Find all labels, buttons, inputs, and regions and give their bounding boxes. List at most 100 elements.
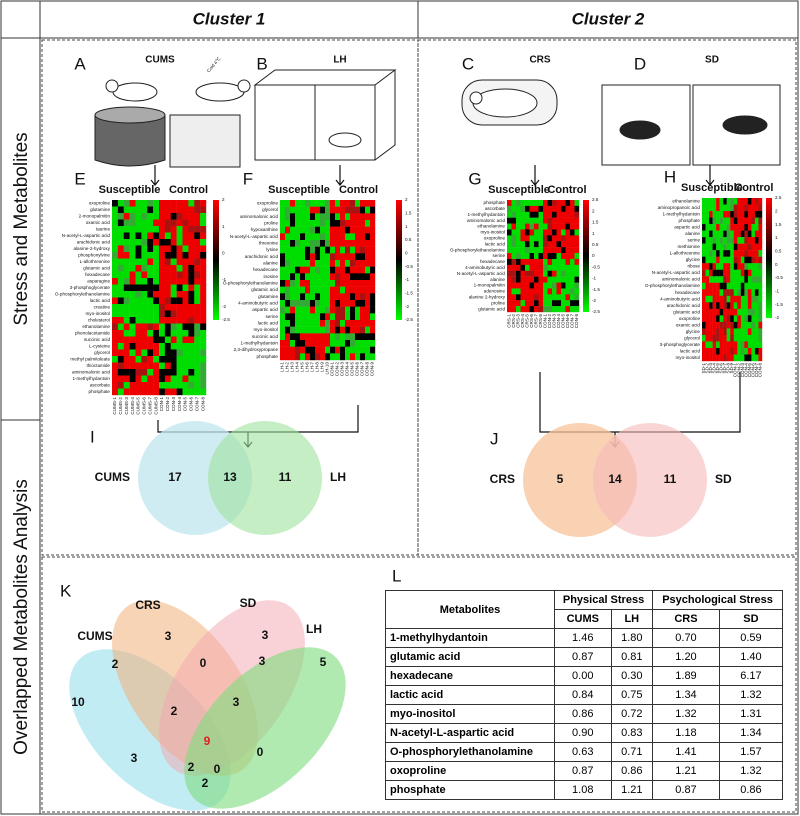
heatmap-cell [159, 213, 166, 220]
heatmap-cell [305, 260, 311, 267]
heatmap-cell [543, 282, 548, 289]
heatmap-cell [182, 213, 189, 220]
heatmap-cell [716, 211, 720, 218]
heatmap-cell [285, 260, 291, 267]
heatmap-cell [561, 300, 566, 307]
heatmap-cell [565, 247, 571, 254]
heatmap-cell [345, 246, 351, 254]
heatmap-cell [737, 347, 742, 355]
heatmap-cell [511, 306, 517, 313]
heatmap-cell [747, 256, 752, 264]
side-label: Overlapped Metabolites Analysis [11, 479, 32, 755]
heatmap-cell [507, 205, 512, 212]
heatmap-cell [280, 246, 286, 254]
heatmap-cell [117, 349, 124, 357]
table-cell: hexadecane [385, 666, 555, 686]
heatmap-cell [370, 266, 376, 274]
heatmap-cell [744, 276, 749, 283]
heatmap-cell [520, 253, 526, 260]
heatmap-cell [556, 217, 562, 224]
heatmap-cell [516, 282, 521, 289]
heatmap-cell [547, 247, 553, 254]
heatmap-cell [511, 270, 517, 277]
heatmap-cell [744, 315, 749, 323]
heatmap-cell [117, 362, 124, 370]
heatmap-cell [565, 270, 571, 277]
heatmap-cell [709, 282, 713, 290]
table-row: oxoproline 0.87 0.86 1.21 1.32 [385, 761, 784, 781]
heatmap-cell [723, 217, 727, 225]
heatmap-cell [129, 310, 136, 318]
heatmap-cell [719, 211, 724, 218]
heatmap-cell [325, 340, 331, 347]
heatmap-cell [129, 265, 136, 272]
heatmap-cell [135, 200, 142, 207]
heatmap-cell [355, 273, 361, 281]
heatmap-cell [719, 256, 724, 264]
heatmap-cell [295, 340, 301, 347]
heatmap-cell [315, 200, 321, 207]
heatmap-cell [705, 321, 710, 329]
row-label: threonine [259, 241, 279, 246]
heatmap-cell [123, 362, 130, 370]
heatmap-cell [141, 343, 148, 350]
venn-count: 17 [168, 470, 182, 484]
heatmap-cell [350, 240, 356, 247]
column-label: CUMS-7 [147, 397, 152, 415]
heatmap-cell [733, 289, 738, 296]
heatmap-cell [747, 302, 752, 310]
heatmap-cell [370, 346, 376, 354]
heatmap-cell [129, 252, 136, 259]
heatmap-cell [737, 211, 742, 218]
heatmap-cell [147, 317, 154, 324]
heatmap-cell [712, 237, 717, 244]
heatmap-cell [153, 200, 160, 207]
heatmap-cell [705, 295, 710, 303]
heatmap-cell [747, 269, 752, 277]
heatmap-cell [315, 266, 321, 274]
heatmap-cell [556, 241, 562, 248]
heatmap-cell [511, 211, 517, 218]
heatmap-cell [300, 313, 306, 321]
heatmap-cell [754, 347, 759, 355]
heatmap-cell [716, 230, 720, 238]
heatmap-cell [295, 286, 301, 294]
heatmap-cell [159, 343, 166, 350]
heatmap-cell [511, 223, 517, 230]
heatmap-cell [709, 198, 713, 205]
heatmap-cell [758, 256, 763, 264]
heatmap-cell [117, 330, 124, 337]
heatmap-cell [716, 198, 720, 205]
heatmap-cell [737, 217, 742, 225]
heatmap-cell [740, 224, 745, 231]
heatmap-cell [330, 313, 336, 321]
heatmap-cell [538, 217, 544, 224]
heatmap-cell [758, 334, 763, 342]
color-bar-label: -2.5 [222, 317, 230, 322]
heatmap-cell [534, 241, 539, 248]
heatmap-cell [561, 241, 566, 248]
heatmap-cell [740, 302, 745, 310]
heatmap-cell [159, 284, 166, 292]
heatmap-cell [129, 271, 136, 279]
heatmap-cell [300, 266, 306, 274]
heatmap-cell [340, 213, 346, 221]
heatmap-cell [340, 220, 346, 227]
heatmap-cell [325, 240, 331, 247]
heatmap-cell [320, 280, 326, 287]
heatmap-cell [335, 206, 341, 214]
heatmap-cell [525, 288, 530, 295]
heatmap-cell [705, 230, 710, 238]
heatmap-cell [754, 321, 759, 329]
heatmap-cell [716, 308, 720, 316]
heatmap-cell [194, 388, 201, 396]
heatmap-cell [285, 266, 291, 274]
heatmap-cell [159, 323, 166, 331]
heatmap-cell [194, 343, 201, 350]
heatmap-cell [552, 223, 557, 230]
heatmap-cell [758, 347, 763, 355]
heatmap-cell [188, 362, 195, 370]
column-label: CON-8 [757, 363, 762, 378]
heatmap-cell [758, 211, 763, 218]
heatmap-cell [529, 241, 535, 248]
